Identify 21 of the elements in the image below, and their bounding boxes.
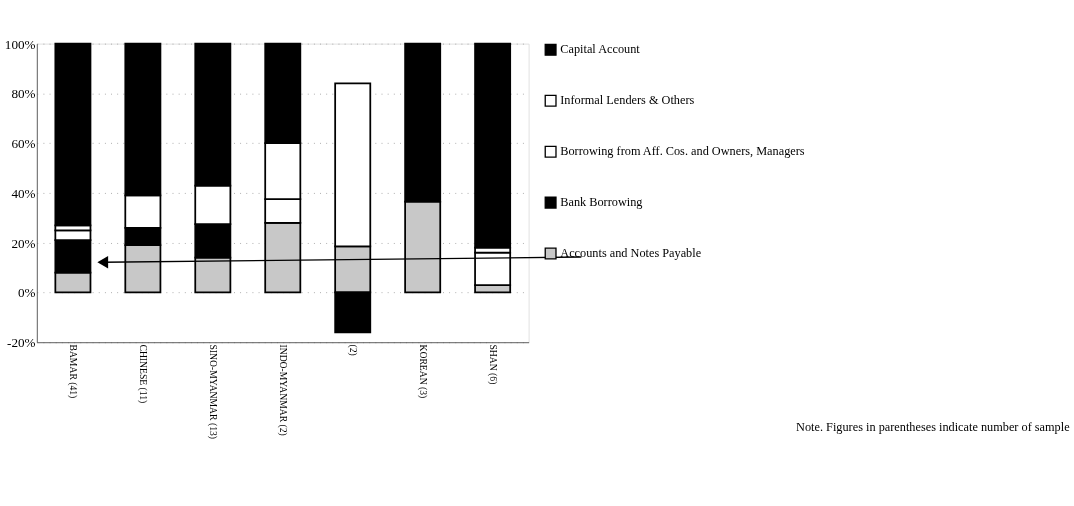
x-tick-label: SINO-MYANMAR (13)	[207, 344, 220, 439]
text: Note. Figures in parentheses indicate number of sample	[796, 419, 1071, 434]
y-tick-label: 80%	[11, 86, 36, 102]
x-tick-label: INDO-MYANMAR (2)	[277, 344, 290, 436]
x-tick-label: CHINESE (11)	[137, 344, 150, 404]
x-tick-label: BAMAR (41)	[67, 344, 80, 399]
bar	[54, 42, 92, 227]
y-tick-label: 40%	[11, 185, 36, 201]
x-tick-label: KOREAN (3)	[417, 344, 430, 399]
x-tick-label: SHAN (6)	[487, 344, 499, 385]
y-tick-label: 100%	[4, 36, 36, 52]
y-tick-label: 20%	[11, 235, 36, 251]
y-tick-label: 0%	[18, 285, 36, 301]
x-tick-label: (2)	[347, 344, 360, 356]
y-tick-label: -20%	[7, 335, 36, 351]
legend-label: Informal Lenders & Others	[560, 93, 695, 108]
legend-label: Borrowing from Aff. Cos. and Owners, Managers	[560, 144, 805, 159]
legend-label: Accounts and Notes Payable	[560, 246, 702, 261]
legend-label: Capital Account	[560, 42, 641, 57]
y-tick-label: 60%	[11, 136, 36, 152]
legend-label: Bank Borrowing	[560, 195, 643, 210]
